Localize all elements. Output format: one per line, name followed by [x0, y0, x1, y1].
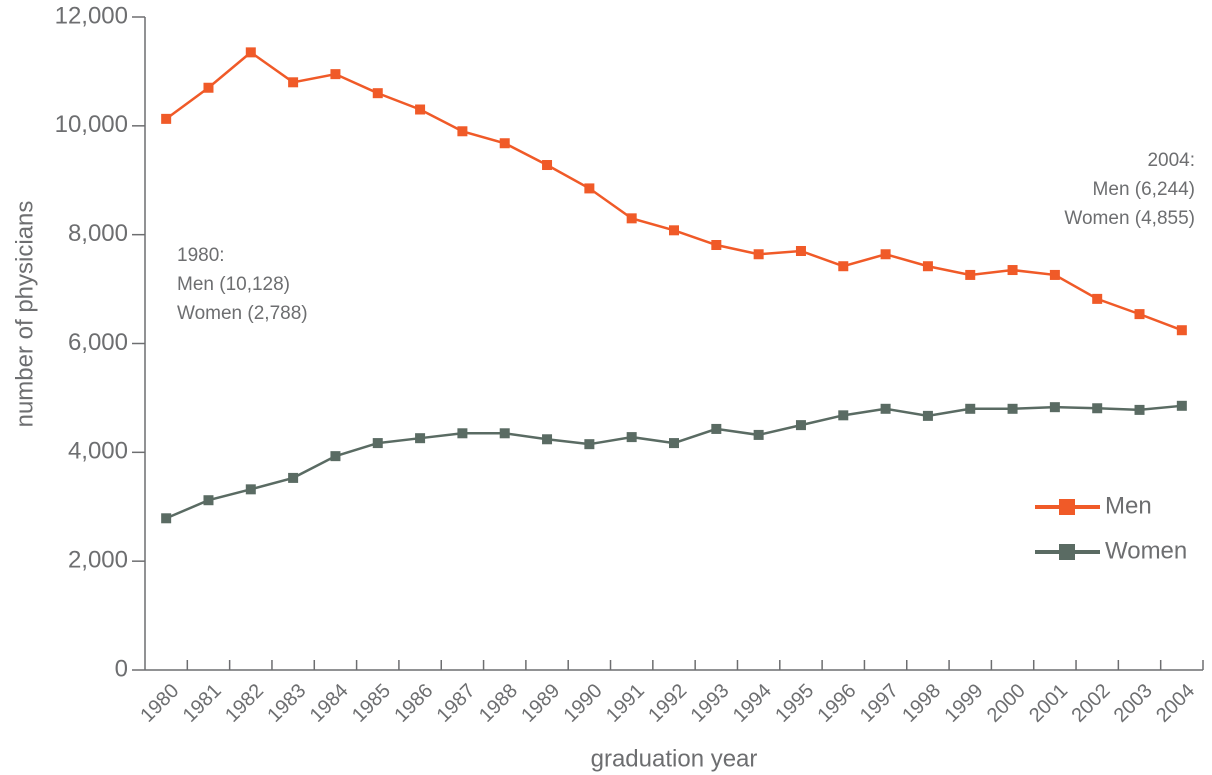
point [1134, 309, 1145, 320]
x-tick-label: 1989 [517, 680, 564, 727]
point [203, 82, 214, 93]
point [626, 432, 637, 443]
y-tick-label: 0 [115, 655, 128, 682]
point [288, 77, 299, 88]
point [584, 439, 595, 450]
point [795, 245, 806, 256]
point [1176, 325, 1187, 336]
annotation: Men (6,244) [1093, 179, 1195, 200]
point [1007, 265, 1018, 276]
y-tick-label: 12,000 [55, 2, 128, 29]
point [288, 472, 299, 483]
annotation: 1980: [177, 245, 225, 266]
point [415, 433, 426, 444]
point [457, 126, 468, 137]
point [161, 113, 172, 124]
point [711, 423, 722, 434]
point [880, 249, 891, 260]
point [753, 249, 764, 260]
x-tick-label: 2001 [1025, 680, 1072, 727]
point [245, 484, 256, 495]
point [880, 403, 891, 414]
point [838, 261, 849, 272]
point [711, 240, 722, 251]
x-tick-label: 1991 [602, 680, 649, 727]
point [542, 434, 553, 445]
legend-marker [1059, 499, 1075, 515]
point [1007, 403, 1018, 414]
x-tick-label: 1984 [306, 680, 353, 727]
legend-marker [1059, 544, 1075, 560]
point [584, 183, 595, 194]
x-tick-label: 1997 [856, 680, 903, 727]
point [1049, 402, 1060, 413]
point [1049, 269, 1060, 280]
point [499, 428, 510, 439]
y-tick-label: 4,000 [68, 438, 128, 465]
x-tick-label: 1993 [687, 680, 734, 727]
x-tick-label: 1998 [898, 680, 945, 727]
y-axis-title: number of physicians [11, 201, 38, 428]
x-tick-label: 1983 [263, 680, 310, 727]
point [161, 513, 172, 524]
legend-label: Women [1105, 537, 1187, 564]
point [330, 451, 341, 462]
x-tick-label: 1986 [390, 680, 437, 727]
point [838, 410, 849, 421]
x-axis-title: graduation year [591, 745, 758, 772]
x-tick-label: 2003 [1110, 680, 1157, 727]
point [457, 428, 468, 439]
point [922, 261, 933, 272]
point [795, 420, 806, 431]
point [1134, 404, 1145, 415]
y-tick-label: 6,000 [68, 329, 128, 356]
annotation: Women (4,855) [1064, 208, 1195, 229]
point [415, 104, 426, 115]
x-tick-label: 1999 [940, 680, 987, 727]
point [922, 410, 933, 421]
x-tick-label: 1990 [560, 680, 607, 727]
x-tick-label: 1988 [475, 680, 522, 727]
point [372, 88, 383, 99]
x-tick-label: 1995 [771, 680, 818, 727]
x-tick-label: 1982 [221, 680, 268, 727]
annotation: Women (2,788) [177, 303, 308, 324]
x-tick-label: 2002 [1067, 680, 1114, 727]
point [965, 269, 976, 280]
line [165, 404, 1182, 520]
annotation: 2004: [1147, 150, 1195, 171]
point [626, 213, 637, 224]
x-tick-label: 1994 [729, 680, 776, 727]
y-tick-label: 2,000 [68, 547, 128, 574]
point [669, 225, 679, 236]
point [499, 138, 510, 149]
line [165, 50, 1183, 332]
point [753, 429, 764, 440]
x-tick-label: 1985 [348, 680, 395, 727]
x-tick-label: 1987 [433, 680, 480, 727]
point [1092, 293, 1103, 304]
y-tick-label: 10,000 [55, 111, 128, 138]
point [1092, 403, 1103, 414]
legend-label: Men [1105, 492, 1152, 519]
point [372, 438, 383, 449]
x-tick-label: 1981 [179, 680, 226, 727]
point [203, 495, 214, 506]
point [330, 69, 341, 80]
x-tick-label: 1992 [644, 680, 691, 727]
point [669, 438, 679, 449]
point [1176, 400, 1187, 411]
x-tick-label: 1980 [136, 680, 183, 727]
x-tick-label: 1996 [814, 680, 861, 727]
annotation: Men (10,128) [177, 274, 290, 295]
point [542, 160, 553, 171]
x-tick-label: 2000 [983, 680, 1030, 727]
x-tick-label: 2004 [1152, 680, 1199, 727]
point [965, 403, 976, 414]
y-tick-label: 8,000 [68, 220, 128, 247]
point [245, 47, 256, 58]
